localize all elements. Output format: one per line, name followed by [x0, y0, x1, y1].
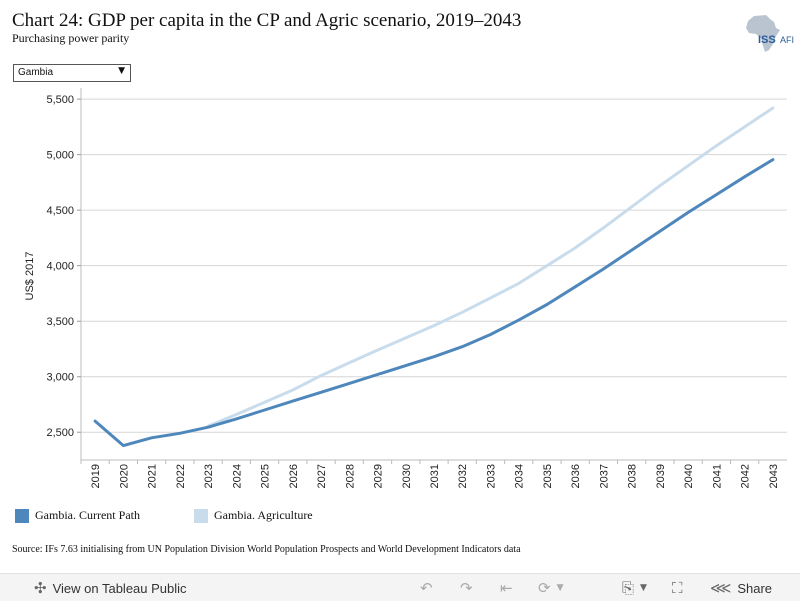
share-icon: ⋘: [710, 579, 732, 597]
chevron-down-icon: ▼: [640, 583, 647, 593]
x-tick-label: 2029: [373, 464, 385, 488]
refresh-icon: ⟳: [538, 579, 551, 597]
country-filter-dropdown[interactable]: Gambia ▼: [13, 64, 131, 82]
legend-item-current-path[interactable]: Gambia. Current Path: [15, 508, 140, 523]
x-axis-ticks: 2019 2020 2021 2022 2023 2024 2025 2026 2027 2028…: [80, 460, 780, 488]
x-tick-label: 2026: [288, 464, 300, 488]
download-button[interactable]: ⎘ ▼: [622, 579, 647, 597]
chevron-down-icon[interactable]: ▼: [118, 66, 125, 76]
share-button[interactable]: ⋘ Share: [710, 579, 772, 597]
x-tick-label: 2031: [429, 464, 441, 488]
x-tick-label: 2041: [711, 464, 723, 488]
iss-africa-logo: ISS AFI: [746, 15, 794, 52]
revert-button[interactable]: ⇤: [500, 579, 513, 597]
x-tick-label: 2030: [401, 464, 413, 488]
y-tick-label: 4,500: [46, 205, 74, 217]
y-tick-label: 5,500: [46, 94, 74, 106]
legend-label-current-path: Gambia. Current Path: [35, 508, 140, 522]
x-tick-label: 2033: [485, 464, 497, 488]
x-tick-label: 2022: [175, 464, 187, 488]
x-tick-label: 2020: [118, 464, 130, 488]
x-tick-label: 2040: [683, 464, 695, 488]
redo-button[interactable]: ↷: [460, 579, 473, 597]
country-filter-value: Gambia: [18, 67, 54, 78]
x-tick-label: 2019: [90, 464, 102, 488]
x-tick-label: 2028: [344, 464, 356, 488]
gridlines: [80, 88, 787, 461]
legend-item-agriculture[interactable]: Gambia. Agriculture: [194, 508, 313, 523]
x-tick-label: 2042: [740, 464, 752, 488]
logo-text: ISS: [758, 34, 776, 46]
line-chart: 2,500 3,000 3,500 4,000 4,500 5,000 5,500 2019…: [24, 88, 787, 488]
x-tick-label: 2038: [627, 464, 639, 488]
redo-icon: ↷: [460, 579, 473, 597]
view-on-tableau-button[interactable]: ✣ View on Tableau Public: [34, 579, 187, 597]
logo-text-2: AFI: [780, 35, 794, 45]
fullscreen-icon: ⛶: [672, 579, 683, 597]
y-tick-label: 4,000: [46, 261, 74, 273]
y-axis-label: US$ 2017: [24, 252, 36, 301]
fullscreen-button[interactable]: ⛶: [672, 579, 683, 597]
legend-swatch-current-path: [15, 508, 29, 523]
legend-label-agriculture: Gambia. Agriculture: [214, 508, 313, 522]
source-note: Source: IFs 7.63 initialising from UN Po…: [12, 544, 521, 555]
chart-subtitle: Purchasing power parity: [12, 31, 130, 45]
x-tick-label: 2027: [316, 464, 328, 488]
x-tick-label: 2025: [260, 464, 272, 488]
x-tick-label: 2036: [570, 464, 582, 488]
legend-swatch-agriculture: [194, 508, 208, 523]
refresh-button[interactable]: ⟳ ▼: [538, 579, 564, 597]
series-line-agriculture: [206, 106, 775, 428]
x-tick-label: 2039: [655, 464, 667, 488]
y-tick-label: 5,000: [46, 150, 74, 162]
series-lines: [93, 106, 775, 448]
x-tick-label: 2024: [231, 464, 243, 488]
x-tick-label: 2037: [598, 464, 610, 488]
undo-icon: ↶: [420, 579, 433, 597]
y-axis-ticks: 2,500 3,000 3,500 4,000 4,500 5,000 5,500: [46, 94, 81, 439]
chevron-down-icon: ▼: [556, 583, 564, 593]
y-tick-label: 3,500: [46, 316, 74, 328]
y-tick-label: 3,000: [46, 372, 74, 384]
download-icon: ⎘: [622, 579, 635, 597]
tableau-icon: ✣: [34, 579, 47, 597]
x-tick-label: 2021: [147, 464, 159, 488]
chart-title: Chart 24: GDP per capita in the CP and A…: [12, 10, 522, 31]
series-line-current-path: [93, 158, 775, 448]
share-label: Share: [737, 580, 773, 596]
revert-icon: ⇤: [500, 579, 513, 597]
x-tick-label: 2043: [768, 464, 780, 488]
view-on-tableau-label: View on Tableau Public: [52, 580, 187, 596]
x-tick-label: 2035: [542, 464, 554, 488]
x-tick-label: 2034: [514, 464, 526, 488]
x-tick-label: 2032: [457, 464, 469, 488]
y-tick-label: 2,500: [46, 427, 74, 439]
undo-button[interactable]: ↶: [420, 579, 433, 597]
tableau-toolbar: ✣ View on Tableau Public ↶ ↷ ⇤ ⟳ ▼ ⎘ ▼ ⛶ ⋘…: [0, 573, 800, 601]
x-tick-label: 2023: [203, 464, 215, 488]
